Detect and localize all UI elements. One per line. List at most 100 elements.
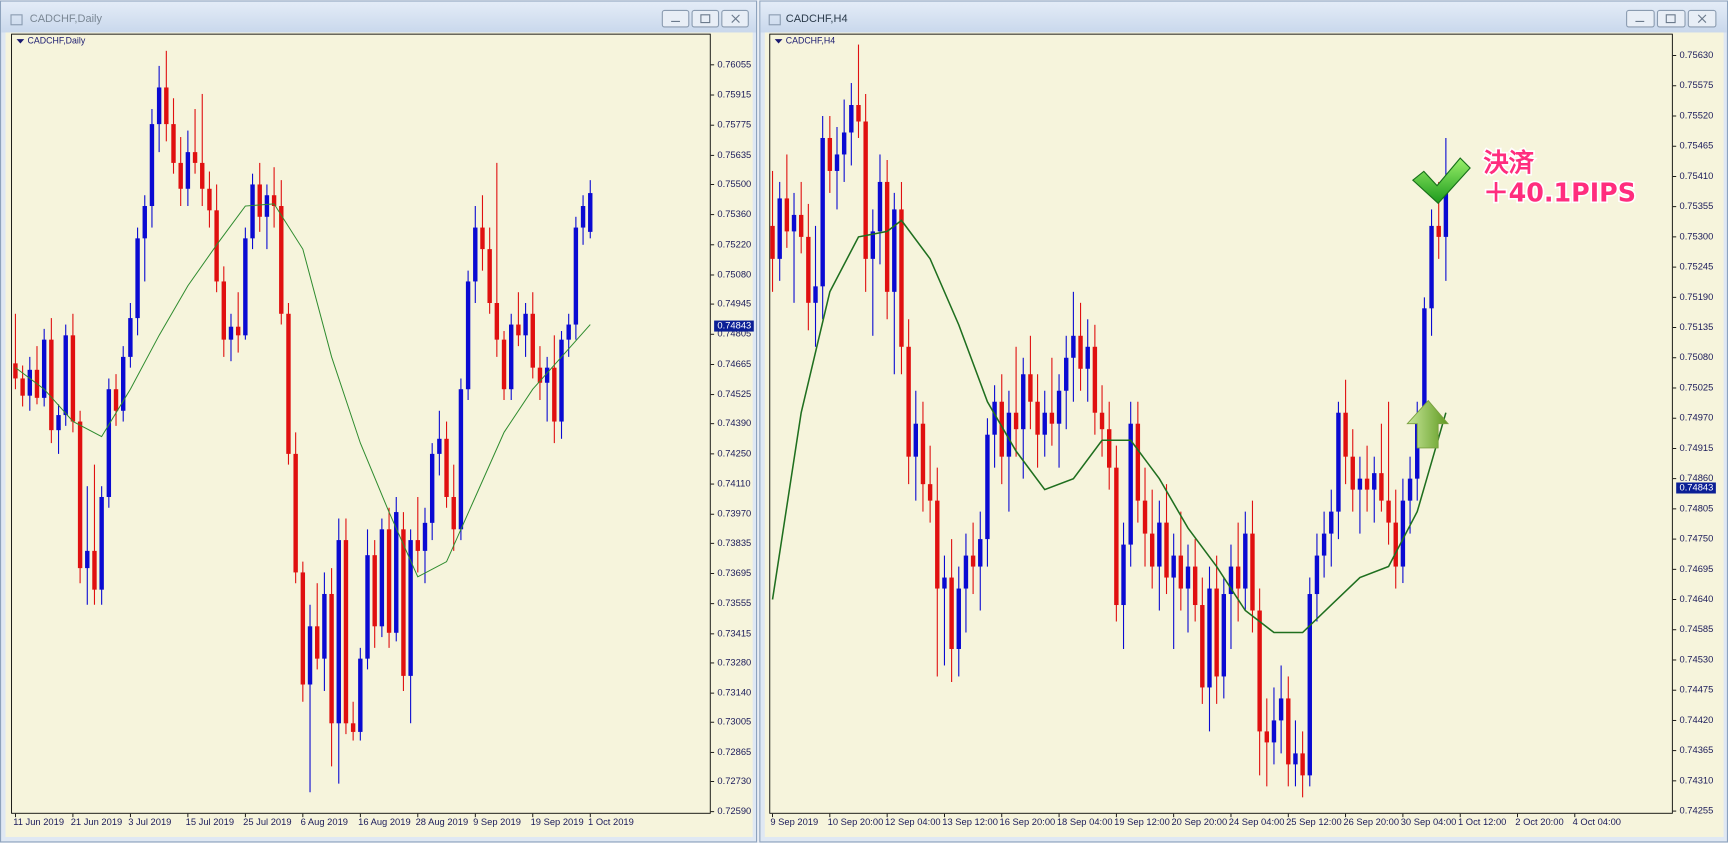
- candle-body: [1257, 610, 1262, 732]
- chart-0: 0.76055 0.75915 0.75775 0.75635 0.75500 0.753…: [13, 50, 754, 827]
- y-tick-label: 0.72730: [717, 776, 751, 786]
- candle-body: [271, 195, 277, 207]
- title-bar: [760, 1, 1727, 33]
- y-tick-label: 0.74110: [717, 479, 750, 489]
- candle-body: [13, 363, 18, 379]
- y-tick-label: 0.73415: [717, 628, 751, 638]
- button-glyphs: [671, 14, 740, 24]
- candle-body: [1164, 522, 1169, 578]
- candle-body: [942, 577, 947, 589]
- minimize-button[interactable]: [661, 9, 690, 28]
- x-tick-label: 21 Jun 2019: [71, 817, 123, 827]
- x-tick-label: 1 Oct 2019: [588, 817, 634, 827]
- y-tick-label: 0.74805: [1680, 503, 1714, 513]
- candle-body: [386, 529, 392, 633]
- candle-body: [949, 577, 954, 649]
- candle-body: [192, 152, 198, 163]
- candle-body: [494, 303, 500, 340]
- annotation: 決済: [1483, 148, 1534, 178]
- window-buttons[interactable]: [661, 9, 749, 28]
- candle-body: [135, 238, 140, 319]
- candle-body: [1099, 412, 1105, 430]
- y-tick-label: 0.75465: [1680, 141, 1714, 151]
- candle-body: [1264, 731, 1269, 743]
- candle-body: [530, 313, 535, 368]
- x-tick-label: 25 Sep 12:00: [1286, 817, 1342, 827]
- y-tick-label: 0.75635: [717, 150, 751, 160]
- candle-body: [1278, 698, 1284, 721]
- y-tick-label: 0.75630: [1680, 50, 1714, 60]
- x-tick-label: 11 Jun 2019: [13, 817, 64, 827]
- maximize-button[interactable]: [691, 9, 720, 28]
- chart-title: CADCHF,H4: [786, 36, 835, 46]
- candle-body: [935, 500, 940, 589]
- candle-body: [480, 227, 485, 250]
- candle-body: [913, 423, 918, 457]
- candle-body: [329, 593, 334, 724]
- candle-body: [214, 210, 219, 282]
- candle-body: [1171, 555, 1176, 578]
- window-buttons[interactable]: [1626, 9, 1717, 28]
- candle-body: [1042, 412, 1047, 435]
- y-tick-label: 0.73695: [717, 568, 751, 578]
- candle-body: [1006, 412, 1012, 457]
- minimize-button[interactable]: [1626, 9, 1655, 28]
- candle-body: [1235, 566, 1241, 589]
- candle-body: [588, 193, 593, 232]
- x-tick-label: 13 Sep 12:00: [942, 817, 998, 827]
- candle-body: [841, 132, 847, 155]
- candle-body: [509, 324, 514, 390]
- candle-body: [394, 512, 399, 633]
- candle-body: [358, 658, 363, 732]
- candle-body: [1221, 594, 1227, 677]
- candle-body: [798, 214, 804, 237]
- candle-body: [770, 225, 775, 259]
- window-title: CADCHF,H4: [786, 13, 848, 25]
- candle-body: [243, 238, 248, 336]
- y-tick-label: 0.74475: [1680, 685, 1714, 695]
- candle-body: [1422, 308, 1427, 424]
- y-tick-label: 0.74365: [1680, 745, 1714, 755]
- y-tick-label: 0.74255: [1680, 806, 1714, 816]
- x-tick-label: 15 Jul 2019: [186, 817, 234, 827]
- candle-body: [963, 555, 969, 589]
- candle-body: [1350, 456, 1355, 490]
- window-icon: [10, 14, 23, 26]
- candle-body: [221, 281, 227, 340]
- x-tick-label: 3 Jul 2019: [128, 817, 171, 827]
- candle-body: [1157, 522, 1162, 567]
- maximize-button[interactable]: [1656, 9, 1686, 28]
- candle-body: [806, 236, 811, 303]
- candle-body: [1185, 566, 1191, 589]
- candle-body: [458, 389, 464, 530]
- x-tick-label: 6 Aug 2019: [301, 817, 348, 827]
- y-tick-label: 0.75190: [1680, 292, 1714, 302]
- plot-border: [769, 33, 1673, 814]
- x-tick-label: 24 Sep 04:00: [1229, 817, 1285, 827]
- chart-area: [5, 32, 753, 837]
- y-tick-label: 0.75080: [1680, 352, 1714, 362]
- candle-body: [1056, 390, 1062, 424]
- y-tick-label: 0.73280: [717, 657, 751, 667]
- candle-body: [1372, 473, 1377, 490]
- candle-body: [279, 206, 284, 314]
- y-tick-label: 0.74860: [1680, 473, 1714, 483]
- y-tick-label: 0.74420: [1680, 715, 1714, 725]
- candle-body: [906, 346, 911, 457]
- candle-body: [791, 214, 797, 232]
- y-tick-label: 0.74695: [1680, 564, 1714, 574]
- y-tick-label: 0.75775: [717, 120, 751, 130]
- candle-body: [415, 540, 421, 551]
- candle-body: [1128, 423, 1133, 545]
- candle-body: [27, 369, 33, 396]
- candle-body: [1035, 401, 1040, 435]
- candle-body: [985, 434, 990, 540]
- candle-body: [1149, 533, 1155, 567]
- candle-body: [99, 496, 104, 590]
- plots: 0.76055 0.75915 0.75775 0.75635 0.75500 0.753…: [13, 44, 1716, 827]
- candle-body: [307, 626, 313, 685]
- candle-body: [999, 401, 1004, 457]
- x-tick-label: 1 Oct 12:00: [1458, 817, 1506, 827]
